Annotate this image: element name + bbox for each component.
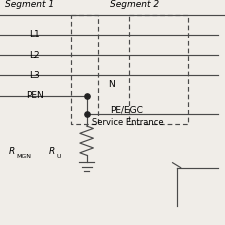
Text: U: U xyxy=(57,154,61,159)
Text: Segment 1: Segment 1 xyxy=(5,0,54,9)
Text: PEN: PEN xyxy=(26,91,44,100)
Text: N: N xyxy=(108,80,115,89)
Text: L2: L2 xyxy=(29,51,40,60)
Text: PE/EGC: PE/EGC xyxy=(110,105,143,114)
Text: $R$: $R$ xyxy=(48,145,56,156)
Text: MGN: MGN xyxy=(16,154,32,159)
Text: $R$: $R$ xyxy=(8,145,15,156)
Text: Segment 2: Segment 2 xyxy=(110,0,160,9)
Text: L1: L1 xyxy=(29,30,40,39)
Text: L3: L3 xyxy=(29,71,40,80)
Text: Service Entrance: Service Entrance xyxy=(92,118,164,127)
